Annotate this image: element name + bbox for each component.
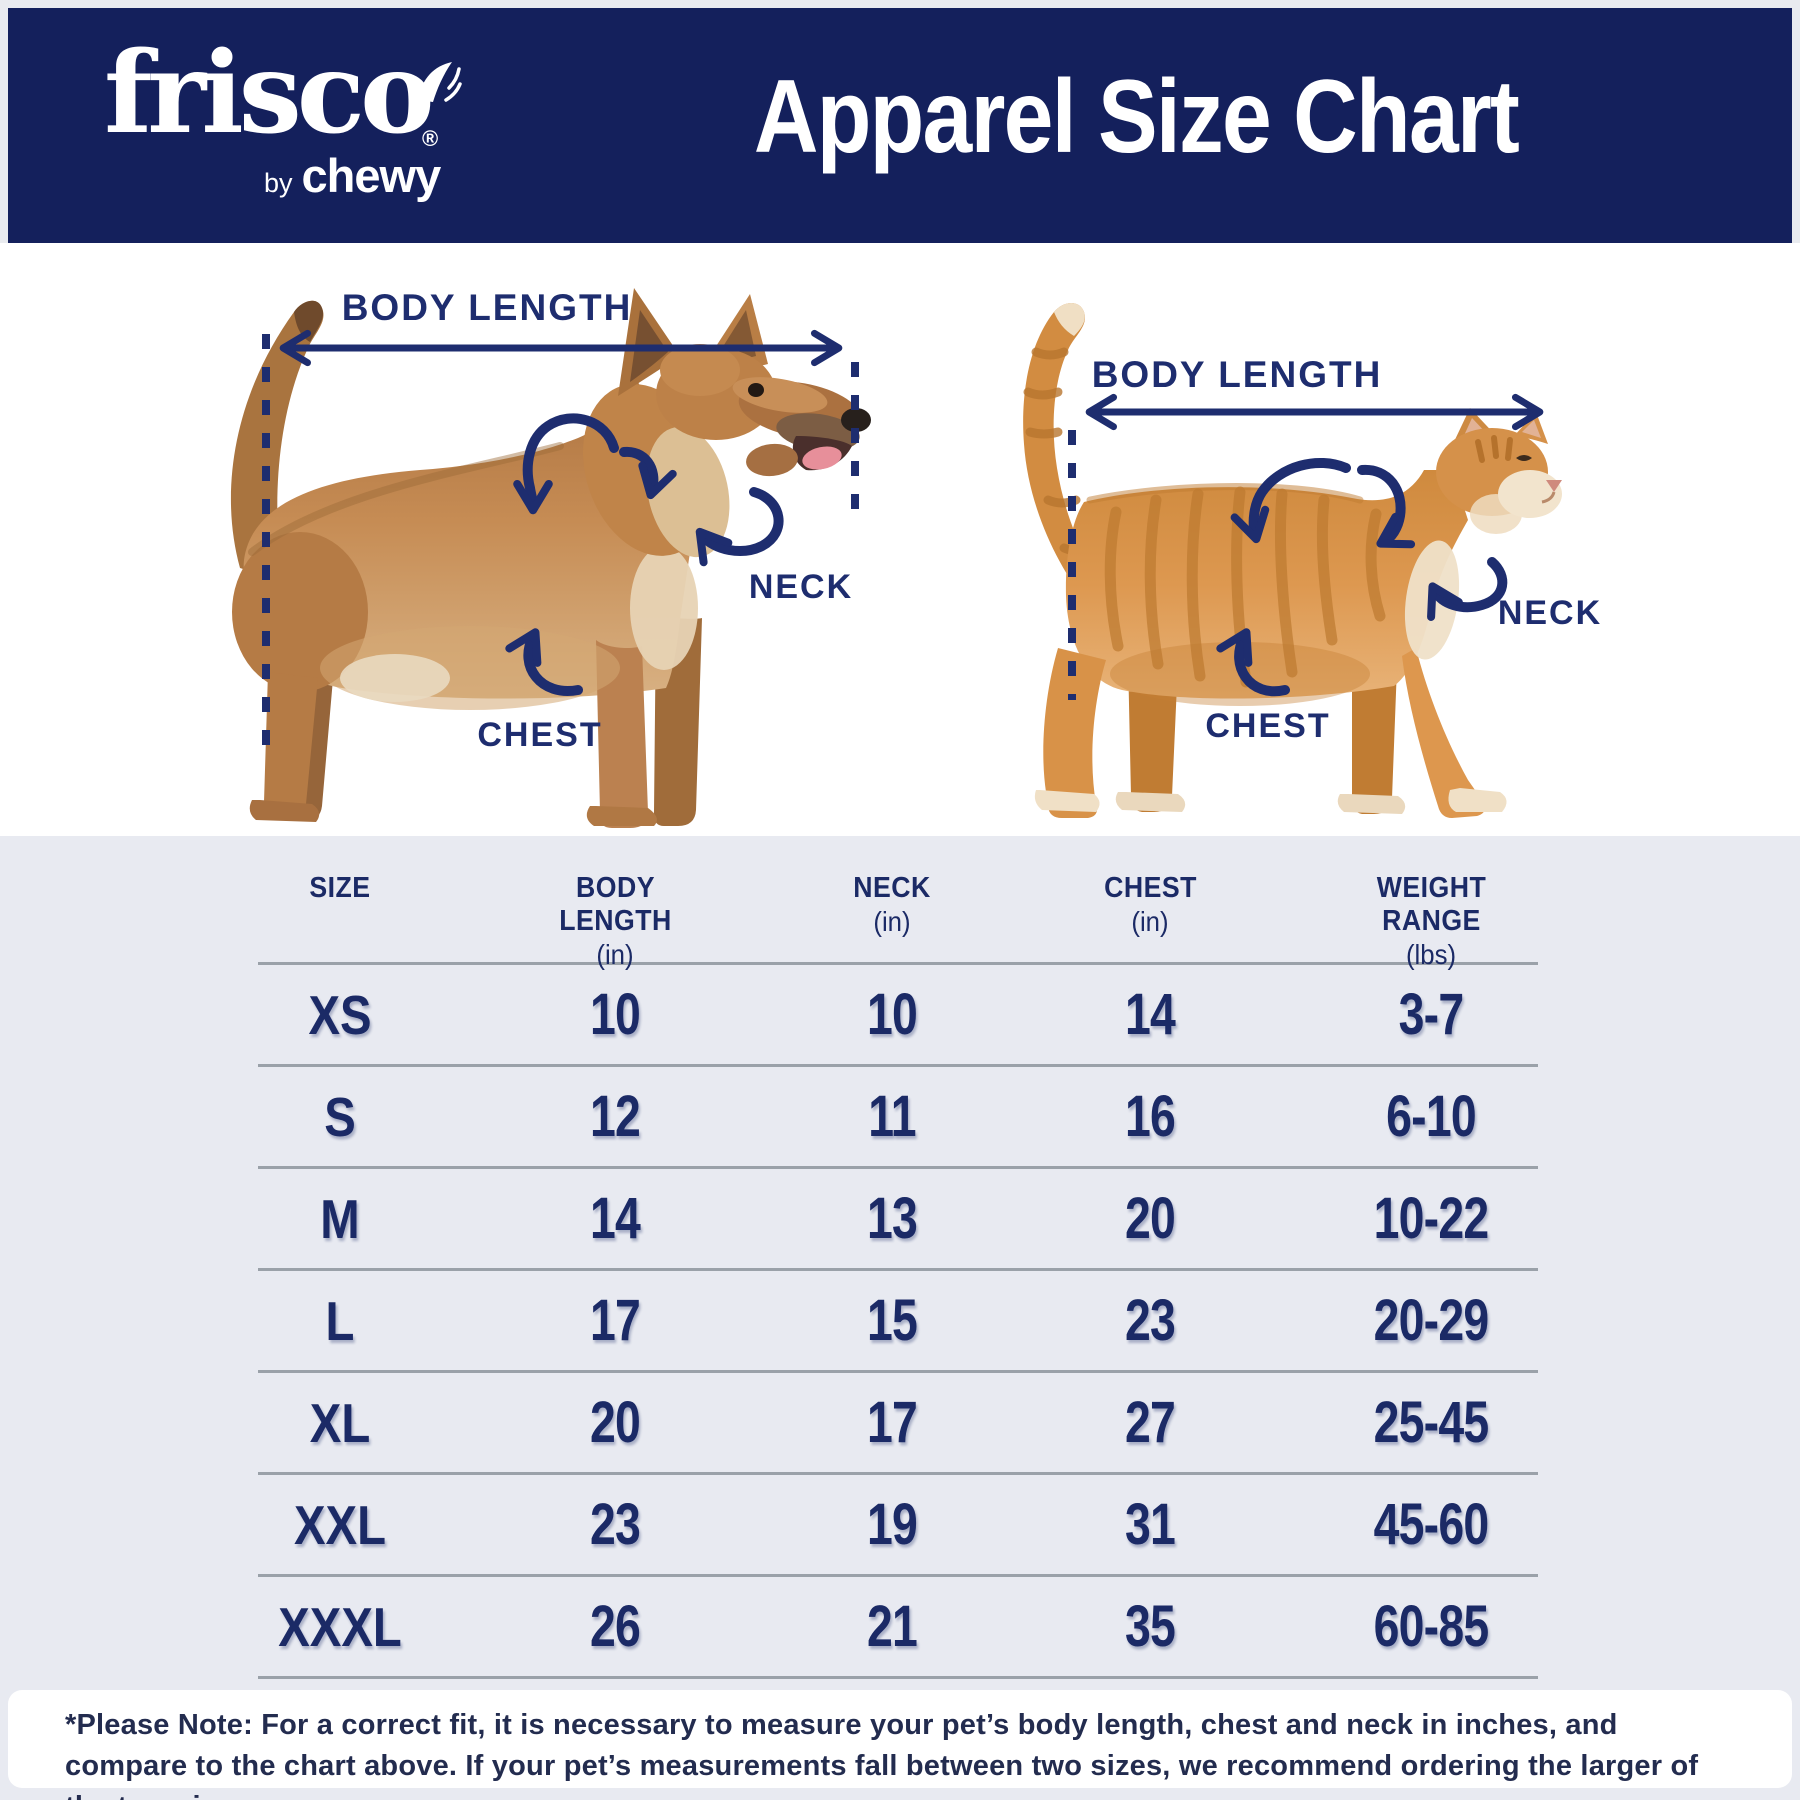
size-table: SIZE BODY LENGTH (in) NECK (in) CHEST (i… [258, 836, 1538, 1679]
frisco-logo: frisco ® by chewy [8, 8, 488, 243]
size-value: XS [308, 983, 372, 1046]
weight-range-value: 6-10 [1386, 1084, 1476, 1149]
cat-neck-ring-arrow [1427, 557, 1508, 621]
body-length-value: 26 [589, 1594, 641, 1659]
chest-value: 16 [1124, 1084, 1176, 1149]
table-header-row: SIZE BODY LENGTH (in) NECK (in) CHEST (i… [258, 836, 1538, 970]
page-title: Apparel Size Chart [753, 59, 1520, 175]
weight-range-value: 10-22 [1373, 1186, 1489, 1251]
byline-by: by [264, 168, 293, 198]
size-value: XXL [294, 1493, 386, 1556]
dog-withers-arrow-left [513, 413, 619, 515]
size-value: XXXL [278, 1595, 402, 1658]
neck-value: 15 [866, 1288, 918, 1353]
neck-value: 13 [866, 1186, 918, 1251]
body-length-value: 17 [589, 1288, 641, 1353]
weight-range-value: 60-85 [1373, 1594, 1489, 1659]
by-chewy-byline: by chewy [264, 148, 442, 203]
dog-body-length-label: BODY LENGTH [342, 287, 633, 328]
chest-value: 35 [1124, 1594, 1176, 1659]
chest-value: 14 [1124, 982, 1176, 1047]
neck-value: 17 [866, 1390, 918, 1455]
measurement-diagram: BODY LENGTH NECK CHEST BODY LENGTH [0, 243, 1800, 836]
table-row-xxl: XXL 23 19 31 45-60 [258, 1475, 1538, 1577]
dog-annotations: BODY LENGTH NECK CHEST [262, 287, 859, 754]
dog-neck-label: NECK [749, 568, 853, 606]
body-length-value: 10 [589, 982, 641, 1047]
weight-range-value: 3-7 [1398, 982, 1464, 1047]
column-header-chest: CHEST (in) [1103, 872, 1197, 937]
cat-withers-arrow-left [1230, 457, 1351, 544]
size-value: L [325, 1289, 355, 1352]
size-value: M [320, 1187, 360, 1250]
cat-withers-arrow-right [1357, 464, 1416, 549]
diagram-canvas: BODY LENGTH NECK CHEST BODY LENGTH [230, 287, 1602, 828]
size-table-section: SIZE BODY LENGTH (in) NECK (in) CHEST (i… [0, 836, 1800, 1800]
chest-value: 31 [1124, 1492, 1176, 1557]
chest-value: 27 [1124, 1390, 1176, 1455]
weight-range-value: 25-45 [1373, 1390, 1489, 1455]
neck-value: 21 [866, 1594, 918, 1659]
cat-body-length-label: BODY LENGTH [1092, 354, 1383, 395]
dog-chest-ring-arrow [505, 628, 583, 696]
neck-value: 11 [868, 1084, 916, 1149]
body-length-value: 14 [589, 1186, 641, 1251]
footnote-card: *Please Note: For a correct fit, it is n… [8, 1690, 1792, 1800]
size-value: XL [309, 1391, 371, 1454]
registered-mark: ® [422, 126, 439, 151]
frisco-wordmark: frisco [104, 28, 435, 159]
cat-illustration [1023, 303, 1562, 818]
size-value: S [324, 1085, 356, 1148]
dog-withers-arrow-right [619, 446, 677, 500]
chest-value: 20 [1124, 1186, 1176, 1251]
cat-annotations: BODY LENGTH NECK CHEST [1068, 354, 1602, 745]
table-row-xxxl: XXXL 26 21 35 60-85 [258, 1577, 1538, 1679]
frisco-swoosh-icon [418, 62, 462, 102]
body-length-value: 12 [589, 1084, 641, 1149]
table-row-l: L 17 15 23 20-29 [258, 1271, 1538, 1373]
table-row-xs: XS 10 10 14 3-7 [258, 965, 1538, 1067]
table-row-s: S 12 11 16 6-10 [258, 1067, 1538, 1169]
neck-value: 10 [866, 982, 918, 1047]
column-header-neck: NECK (in) [853, 872, 931, 937]
dog-chest-label: CHEST [477, 716, 602, 754]
column-header-size: SIZE [309, 872, 371, 904]
chest-value: 23 [1124, 1288, 1176, 1353]
table-row-xl: XL 20 17 27 25-45 [258, 1373, 1538, 1475]
weight-range-value: 45-60 [1373, 1492, 1489, 1557]
dog-neck-ring-arrow [695, 487, 784, 567]
weight-range-value: 20-29 [1373, 1288, 1489, 1353]
neck-value: 19 [866, 1492, 918, 1557]
body-length-value: 23 [589, 1492, 641, 1557]
footnote-text: *Please Note: For a correct fit, it is n… [65, 1709, 1699, 1800]
cat-chest-ring-arrow [1216, 628, 1290, 697]
cat-neck-label: NECK [1498, 594, 1602, 632]
chewy-wordmark: chewy [301, 149, 442, 202]
table-row-m: M 14 13 20 10-22 [258, 1169, 1538, 1271]
body-length-value: 20 [589, 1390, 641, 1455]
dog-illustration [230, 288, 871, 828]
column-header-body-length: BODY LENGTH (in) [558, 872, 672, 970]
header-banner: frisco ® by chewy Apparel Size Chart [8, 8, 1792, 243]
column-header-weight-range: WEIGHT RANGE (lbs) [1376, 872, 1486, 970]
cat-chest-label: CHEST [1205, 707, 1330, 745]
